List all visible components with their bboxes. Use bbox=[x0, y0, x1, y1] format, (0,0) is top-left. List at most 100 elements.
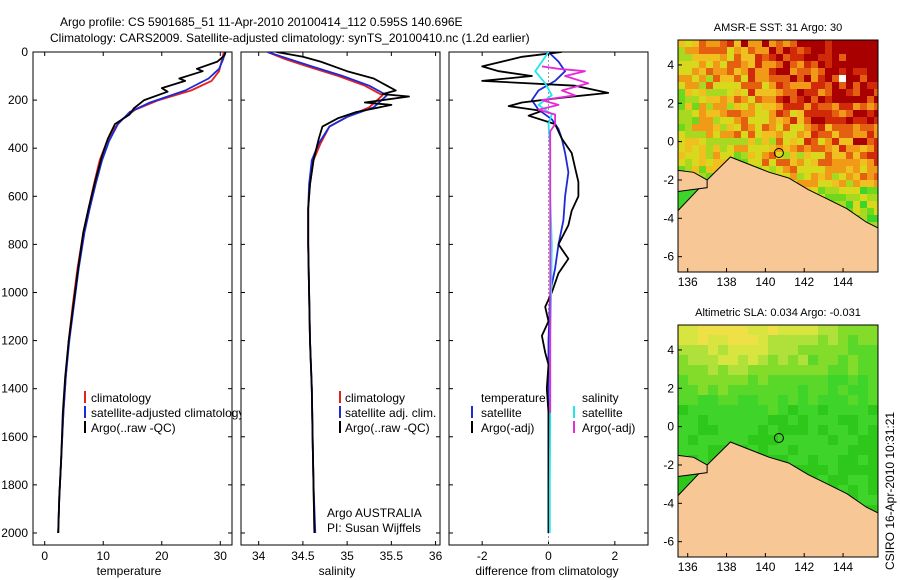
map-cell bbox=[818, 159, 826, 167]
map-cell bbox=[874, 96, 878, 104]
map-cell bbox=[718, 395, 729, 406]
map-cell bbox=[790, 47, 798, 55]
map-cell bbox=[688, 445, 699, 456]
map-cell bbox=[867, 96, 875, 104]
map-cell bbox=[846, 166, 854, 174]
map-cell bbox=[874, 152, 878, 160]
map-cell bbox=[839, 47, 847, 55]
map-cell bbox=[811, 180, 819, 188]
map-cell bbox=[738, 415, 749, 426]
map-cell bbox=[728, 395, 739, 406]
map-cell bbox=[839, 54, 847, 62]
map-cell bbox=[818, 395, 829, 406]
map-cell bbox=[713, 89, 721, 97]
map-cell bbox=[776, 96, 784, 104]
map-cell bbox=[825, 47, 833, 55]
map-cell bbox=[783, 117, 791, 125]
map-cell bbox=[699, 103, 707, 111]
map-cell bbox=[811, 47, 819, 55]
map-cell bbox=[678, 365, 689, 376]
map-cell bbox=[755, 138, 763, 146]
map-x-tick-label: 144 bbox=[833, 560, 853, 574]
figure-title: Argo profile: CS 5901685_51 11-Apr-2010 … bbox=[60, 15, 463, 29]
map-cell bbox=[788, 325, 799, 336]
map-cell bbox=[734, 89, 742, 97]
map-cell bbox=[755, 40, 763, 48]
sst-map-title: AMSR-E SST: 31 Argo: 30 bbox=[714, 22, 842, 34]
map-cell bbox=[853, 159, 861, 167]
map-cell bbox=[868, 355, 878, 366]
map-cell bbox=[846, 103, 854, 111]
map-cell bbox=[769, 145, 777, 153]
timestamp-stamp: CSIRO 16-Apr-2010 10:31:21 bbox=[883, 412, 897, 570]
map-cell bbox=[788, 345, 799, 356]
map-cell bbox=[808, 435, 819, 446]
map-cell bbox=[868, 445, 878, 456]
map-cell bbox=[860, 166, 868, 174]
map-cell bbox=[825, 145, 833, 153]
temperature-xlabel: temperature bbox=[97, 564, 162, 578]
map-cell bbox=[776, 159, 784, 167]
legend-label-argo: Argo(..raw -QC) bbox=[345, 421, 430, 435]
map-cell bbox=[804, 89, 812, 97]
x-tick-label: 35 bbox=[340, 549, 354, 563]
map-cell bbox=[797, 61, 805, 69]
legend-label-satellite: satellite-adjusted climatology bbox=[91, 406, 244, 420]
map-cell bbox=[720, 61, 728, 69]
map-cell bbox=[706, 166, 714, 174]
map-cell bbox=[748, 159, 756, 167]
y-tick-label: 1600 bbox=[1, 430, 28, 444]
map-cell bbox=[797, 54, 805, 62]
map-cell bbox=[798, 375, 809, 386]
map-cell bbox=[755, 89, 763, 97]
sla-map-field bbox=[678, 325, 878, 557]
map-cell bbox=[848, 425, 859, 436]
map-cell bbox=[762, 82, 770, 90]
sla-map-panel: Altimetric SLA: 0.034 Argo: -0.031 136 13… bbox=[663, 307, 879, 574]
map-cell bbox=[811, 159, 819, 167]
map-cell bbox=[868, 385, 878, 396]
map-cell bbox=[698, 375, 709, 386]
map-cell bbox=[853, 173, 861, 181]
map-cell bbox=[699, 75, 707, 83]
map-cell bbox=[860, 47, 868, 55]
map-cell bbox=[797, 180, 805, 188]
map-cell bbox=[708, 415, 719, 426]
map-cell bbox=[846, 194, 854, 202]
temperature-series bbox=[57, 52, 227, 534]
map-cell bbox=[804, 159, 812, 167]
map-cell bbox=[748, 61, 756, 69]
map-cell bbox=[720, 117, 728, 125]
map-cell bbox=[867, 61, 875, 69]
map-cell bbox=[868, 485, 878, 496]
map-cell bbox=[708, 395, 719, 406]
map-cell bbox=[718, 435, 729, 446]
map-cell bbox=[713, 40, 721, 48]
map-cell bbox=[755, 54, 763, 62]
map-cell bbox=[853, 54, 861, 62]
map-cell bbox=[825, 75, 833, 83]
map-cell bbox=[832, 47, 840, 55]
map-cell bbox=[783, 124, 791, 132]
map-cell bbox=[825, 159, 833, 167]
map-cell bbox=[734, 54, 742, 62]
map-cell bbox=[720, 145, 728, 153]
map-cell bbox=[804, 180, 812, 188]
map-cell bbox=[804, 82, 812, 90]
map-cell bbox=[839, 180, 847, 188]
y-tick-label: 200 bbox=[8, 93, 28, 107]
map-cell bbox=[874, 103, 878, 111]
map-cell bbox=[788, 445, 799, 456]
map-cell bbox=[778, 415, 789, 426]
land-new-guinea bbox=[678, 156, 878, 272]
map-cell bbox=[768, 405, 779, 416]
map-cell bbox=[858, 455, 869, 466]
map-cell bbox=[688, 375, 699, 386]
map-cell bbox=[860, 152, 868, 160]
map-cell bbox=[692, 138, 700, 146]
map-cell bbox=[825, 187, 833, 195]
map-cell bbox=[811, 103, 819, 111]
map-cell bbox=[848, 485, 859, 496]
legend-label-temp-satellite: satellite bbox=[481, 406, 522, 420]
map-cell bbox=[698, 445, 709, 456]
